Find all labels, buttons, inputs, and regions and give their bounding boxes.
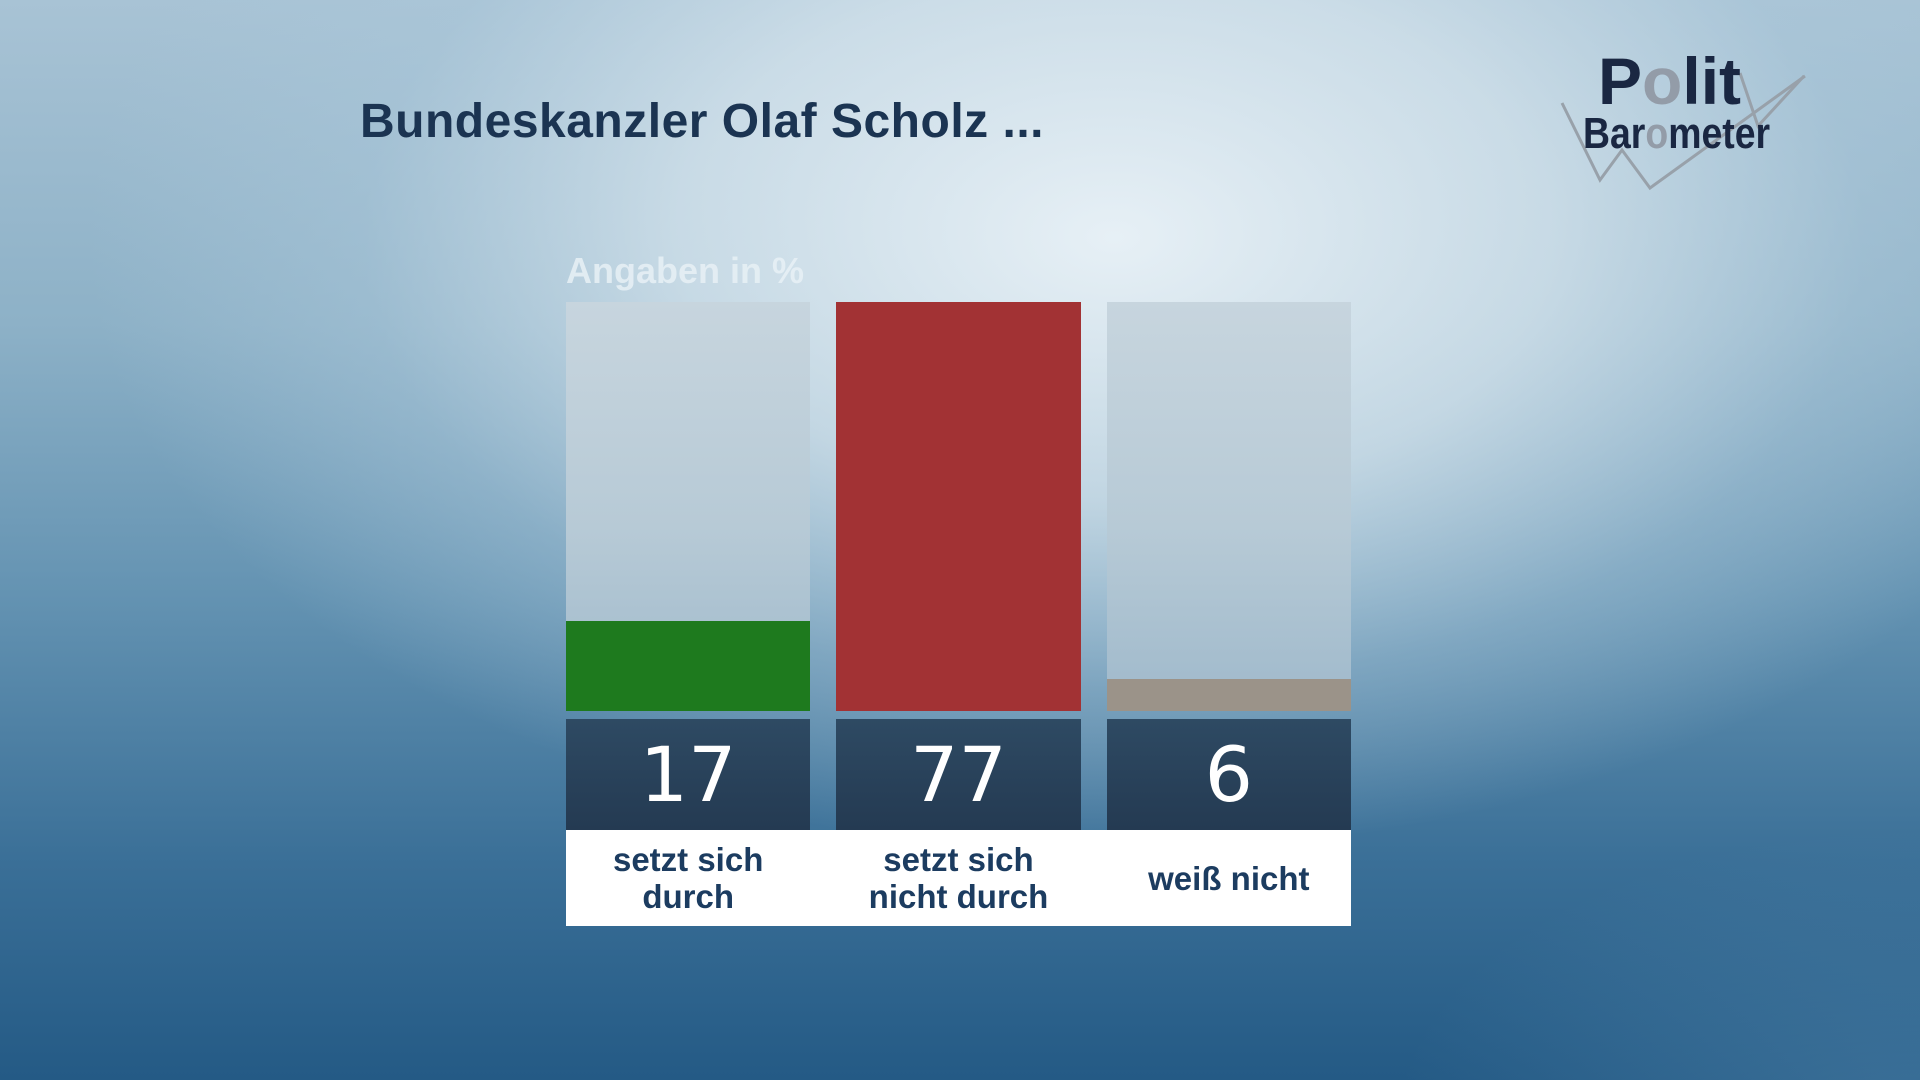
bar-2	[836, 302, 1081, 711]
bar-track-1	[566, 302, 811, 711]
bar-track-2	[836, 302, 1081, 711]
category-label-line: setzt sich	[883, 841, 1034, 878]
bar-column-1: 17	[566, 302, 811, 830]
logo-polit-post: lit	[1682, 44, 1742, 118]
zigzag-trendline-icon	[1560, 72, 1806, 191]
value-band-3: 6	[1106, 719, 1351, 830]
category-label-line: durch	[642, 878, 734, 915]
bar-3	[1106, 679, 1351, 711]
value-label-1: 17	[639, 729, 737, 819]
logo-wordmark-polit: Polit	[1598, 48, 1741, 114]
value-label-2: 77	[910, 729, 1007, 819]
bar-chart: 17 77 6 setzt sich durch setzt sich nicht dur…	[566, 302, 1351, 926]
logo-polit-o: o	[1642, 44, 1683, 118]
bar-column-3: 6	[1106, 302, 1351, 830]
bar-band-gap-1	[566, 711, 810, 719]
value-label-3: 6	[1204, 729, 1253, 819]
category-label-line: setzt sich	[612, 841, 764, 878]
politbarometer-logo: Polit Barometer	[1560, 48, 1822, 198]
bar-1	[566, 620, 811, 711]
bar-track-3	[1106, 302, 1351, 711]
value-band-1: 17	[566, 719, 811, 830]
page-title: Bundeskanzler Olaf Scholz ...	[360, 95, 1044, 149]
category-label-3: weiß nicht	[1107, 860, 1351, 897]
logo-barometer-o: o	[1645, 109, 1669, 158]
units-note: Angaben in %	[566, 250, 805, 291]
logo-barometer-pre: Bar	[1583, 109, 1646, 158]
category-label-line: weiß nicht	[1148, 859, 1310, 897]
category-label-2: setzt sich nicht durch	[836, 841, 1080, 915]
logo-barometer-post: meter	[1668, 109, 1771, 158]
category-label-band: setzt sich durch setzt sich nicht durch weiß…	[566, 830, 1351, 926]
logo-wordmark-barometer: Barometer	[1583, 112, 1770, 156]
category-label-1: setzt sich durch	[566, 841, 810, 915]
category-label-line: nicht durch	[868, 878, 1049, 915]
bar-columns: 17 77 6	[566, 302, 1351, 830]
bar-band-gap-2	[836, 711, 1080, 719]
bar-band-gap-3	[1107, 711, 1351, 719]
logo-polit-pre: P	[1598, 44, 1643, 118]
value-band-2: 77	[836, 719, 1081, 830]
bar-column-2: 77	[836, 302, 1081, 830]
